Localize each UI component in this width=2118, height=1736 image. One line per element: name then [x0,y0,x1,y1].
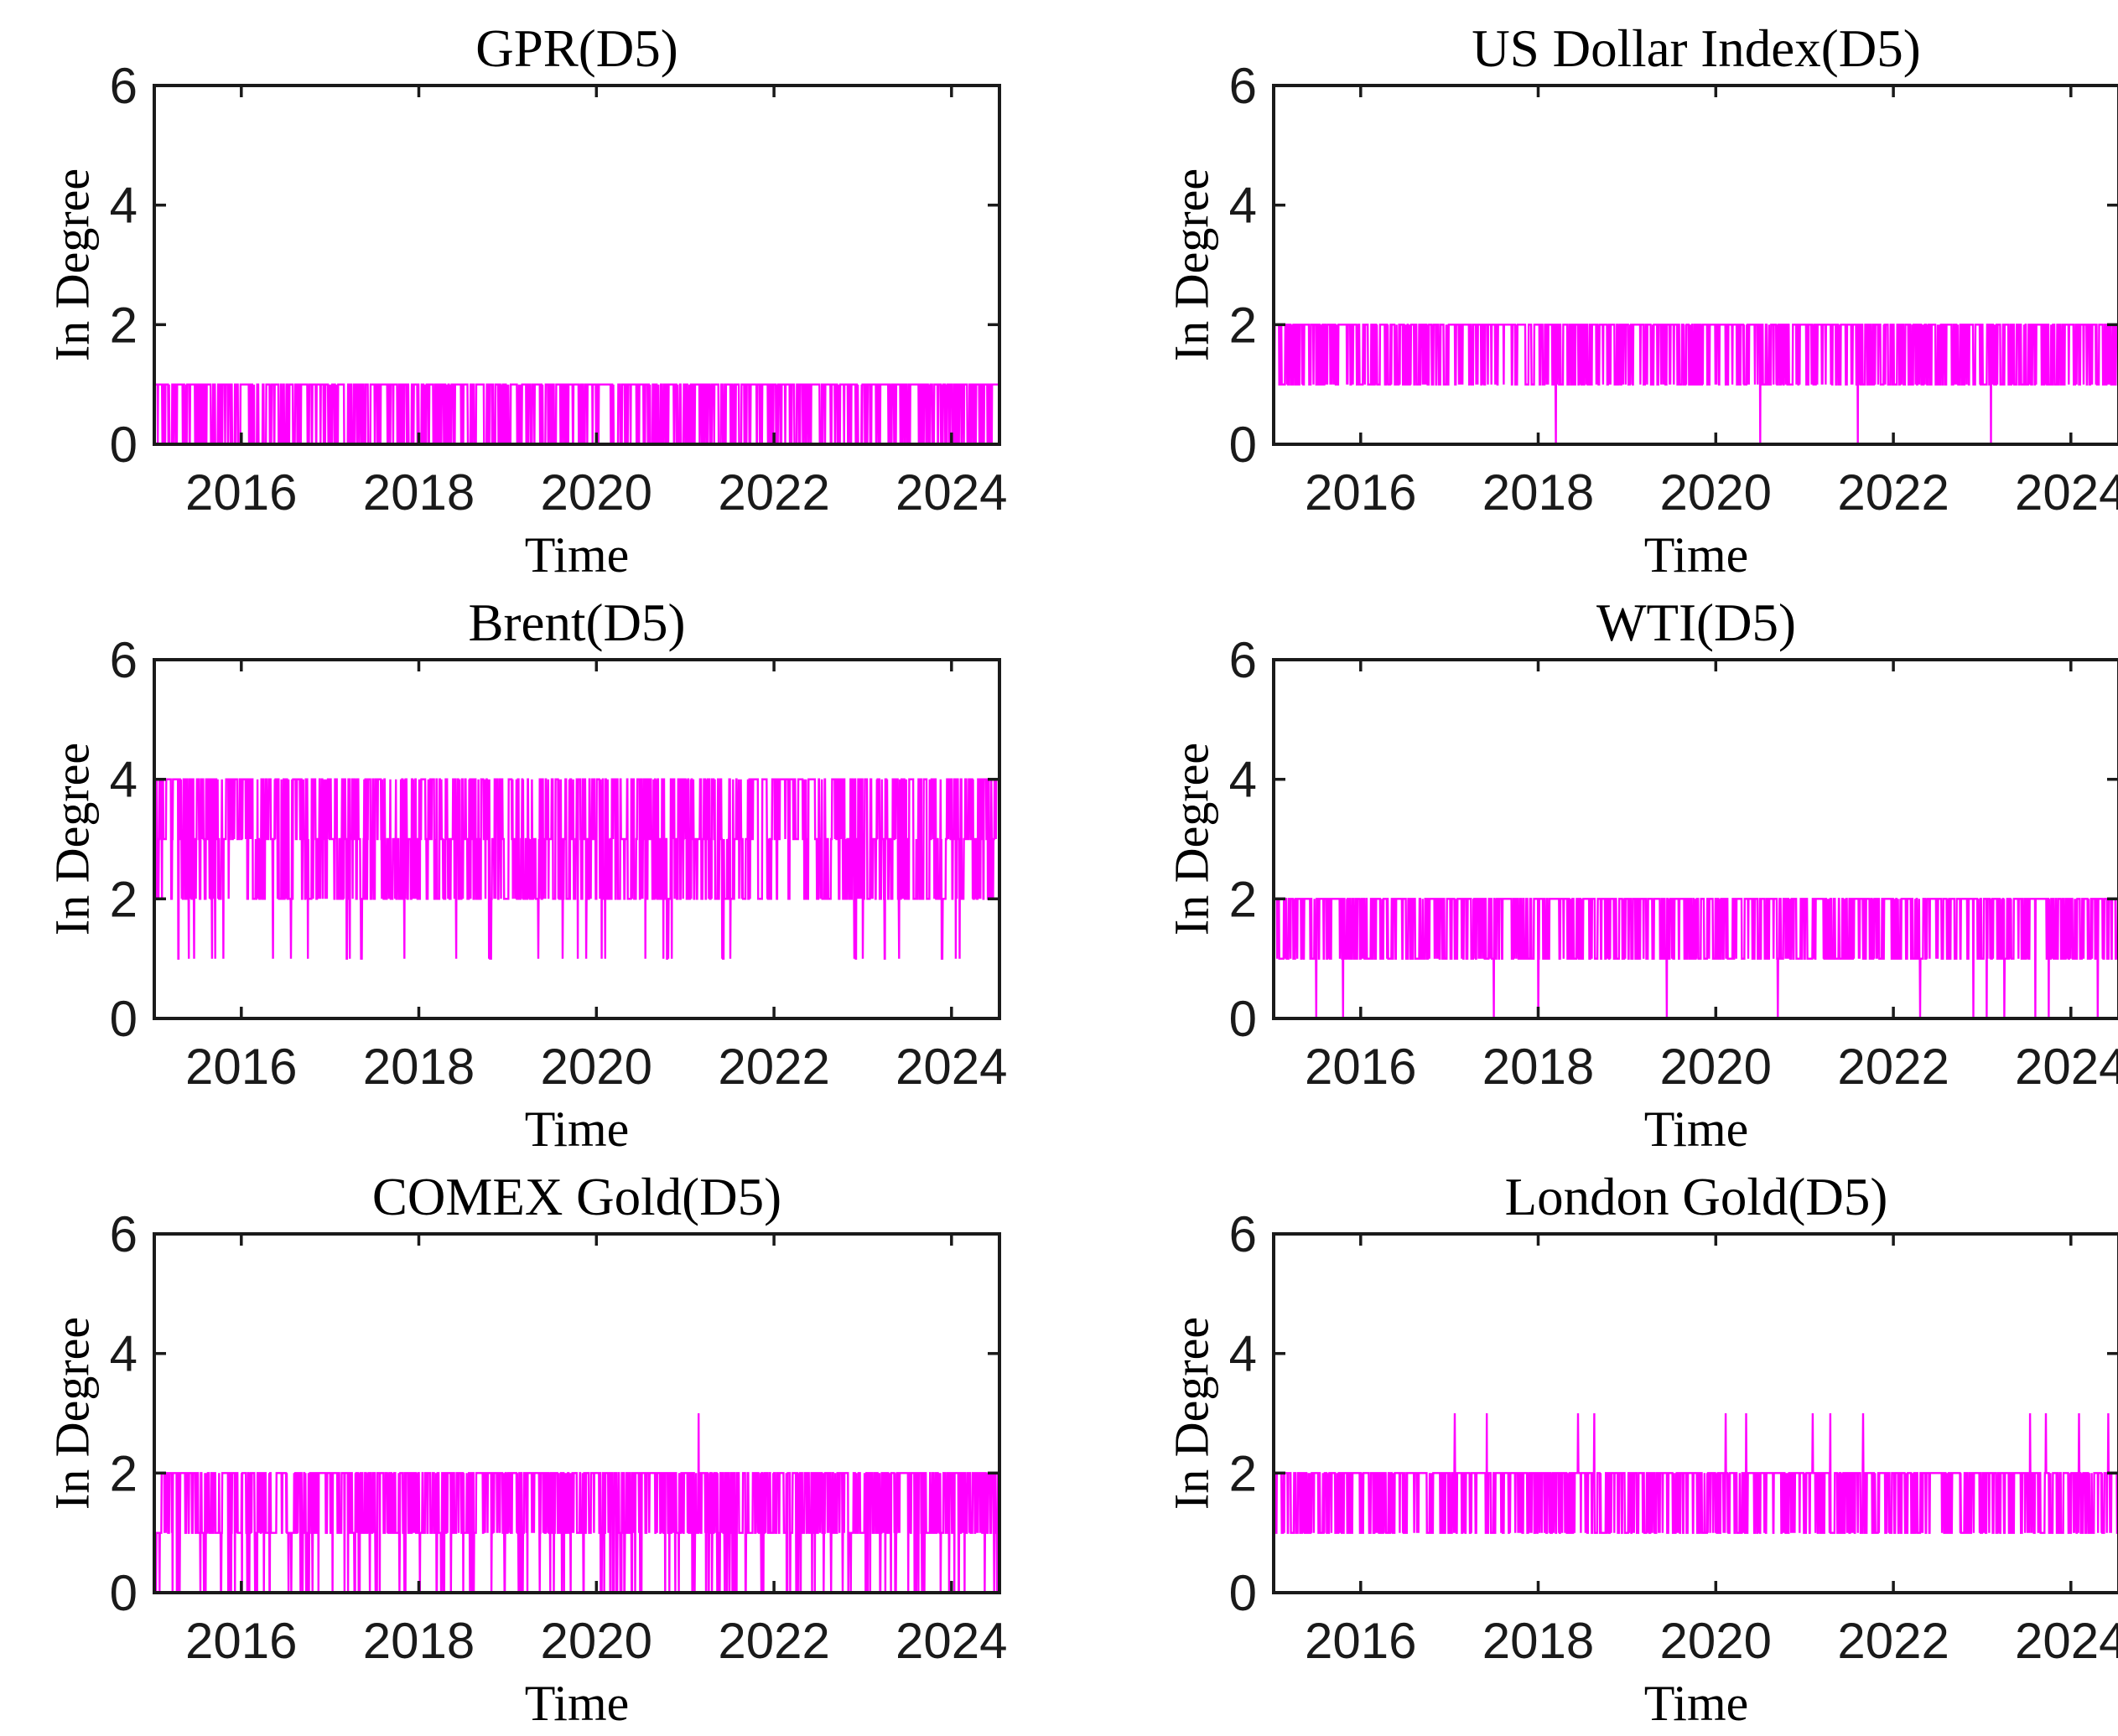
svg-text:2020: 2020 [1660,1039,1772,1095]
svg-text:2020: 2020 [1660,1613,1772,1669]
y-axis-label: In Degree [44,168,100,362]
svg-text:6: 6 [1229,632,1257,688]
svg-text:2022: 2022 [1837,464,1949,521]
subplot-comex-gold-d5: 2016 2018 2020 2022 2024 0 2 4 6 COMEX Gold(D5) … [34,1162,1093,1736]
svg-text:6: 6 [1229,1206,1257,1262]
svg-text:2018: 2018 [363,464,475,521]
subplot-title: London Gold(D5) [1504,1168,1888,1226]
svg-text:2020: 2020 [541,1613,652,1669]
subplot-wti-d5: 2016 2018 2020 2022 2024 0 2 4 6 WTI(D5) In Degr… [1093,588,2118,1162]
svg-text:2022: 2022 [718,464,829,521]
svg-text:0: 0 [1229,1565,1257,1621]
svg-text:2020: 2020 [541,1039,652,1095]
svg-text:2: 2 [1229,871,1257,927]
svg-text:2018: 2018 [363,1613,475,1669]
svg-text:4: 4 [110,752,138,808]
svg-text:0: 0 [110,991,138,1047]
x-axis-label: Time [1643,1676,1749,1731]
svg-text:2018: 2018 [1482,1613,1594,1669]
subplot-brent-d5: 2016 2018 2020 2022 2024 0 2 4 6 Brent(D5) In De… [34,588,1093,1162]
x-axis-label: Time [1643,1101,1749,1157]
x-axis-label: Time [1643,527,1749,583]
svg-text:2016: 2016 [185,1039,297,1095]
svg-text:2: 2 [110,1445,138,1501]
svg-text:2018: 2018 [363,1039,475,1095]
svg-text:0: 0 [110,417,138,473]
plot-area-comex-gold-d5: 2016 2018 2020 2022 2024 0 2 4 6 [110,1206,1008,1669]
subplot-title: COMEX Gold(D5) [371,1168,782,1226]
svg-text:2018: 2018 [1482,1039,1594,1095]
plot-area-brent-d5: 2016 2018 2020 2022 2024 0 2 4 6 [110,632,1008,1095]
svg-text:2022: 2022 [718,1613,829,1669]
subplot-title: WTI(D5) [1596,593,1796,652]
svg-text:4: 4 [110,178,138,234]
svg-text:2016: 2016 [185,464,297,521]
svg-text:2022: 2022 [1837,1613,1949,1669]
subplot-us-dollar-index-d5: 2016 2018 2020 2022 2024 0 2 4 6 US Dollar Index… [1093,13,2118,588]
svg-text:2: 2 [1229,297,1257,353]
svg-text:0: 0 [1229,991,1257,1047]
x-axis-label: Time [524,1101,630,1157]
svg-text:4: 4 [1229,752,1257,808]
svg-text:2024: 2024 [2015,1039,2118,1095]
svg-text:0: 0 [1229,417,1257,473]
y-axis-label: In Degree [44,1316,100,1511]
svg-text:2024: 2024 [2015,1613,2118,1669]
svg-text:2022: 2022 [1837,1039,1949,1095]
plot-area-us-dollar-index-d5: 2016 2018 2020 2022 2024 0 2 4 6 [1229,58,2118,521]
plot-area-gpr-d5: 2016 2018 2020 2022 2024 0 2 4 6 [110,58,1008,521]
svg-text:4: 4 [1229,1326,1257,1382]
subplot-london-gold-d5: 2016 2018 2020 2022 2024 0 2 4 6 London Gold(D5)… [1093,1162,2118,1736]
subplot-title: US Dollar Index(D5) [1472,19,1921,78]
y-axis-label: In Degree [1164,742,1219,936]
svg-text:2016: 2016 [185,1613,297,1669]
svg-text:2: 2 [110,297,138,353]
svg-text:2024: 2024 [2015,464,2118,521]
y-axis-label: In Degree [1164,168,1219,362]
svg-text:2: 2 [1229,1445,1257,1501]
svg-text:2024: 2024 [895,1039,1007,1095]
subplot-title: GPR(D5) [475,19,678,78]
svg-text:2016: 2016 [1305,1039,1416,1095]
svg-text:6: 6 [1229,58,1257,114]
svg-text:2020: 2020 [541,464,652,521]
svg-text:6: 6 [110,632,138,688]
subplot-gpr-d5: 2016 2018 2020 2022 2024 0 2 4 6 GPR(D5) In Degr… [34,13,1093,588]
svg-text:4: 4 [1229,178,1257,234]
subplot-title: Brent(D5) [468,593,686,652]
svg-text:2016: 2016 [1305,464,1416,521]
svg-text:6: 6 [110,1206,138,1262]
svg-text:2016: 2016 [1305,1613,1416,1669]
x-axis-label: Time [524,527,630,583]
svg-text:2022: 2022 [718,1039,829,1095]
svg-text:2020: 2020 [1660,464,1772,521]
y-axis-label: In Degree [44,742,100,936]
svg-text:6: 6 [110,58,138,114]
svg-text:2024: 2024 [895,1613,1007,1669]
x-axis-label: Time [524,1676,630,1731]
plot-area-wti-d5: 2016 2018 2020 2022 2024 0 2 4 6 [1229,632,2118,1095]
svg-text:2018: 2018 [1482,464,1594,521]
plot-area-london-gold-d5: 2016 2018 2020 2022 2024 0 2 4 6 [1229,1206,2118,1669]
svg-text:0: 0 [110,1565,138,1621]
y-axis-label: In Degree [1164,1316,1219,1511]
svg-text:4: 4 [110,1326,138,1382]
svg-text:2: 2 [110,871,138,927]
svg-text:2024: 2024 [895,464,1007,521]
